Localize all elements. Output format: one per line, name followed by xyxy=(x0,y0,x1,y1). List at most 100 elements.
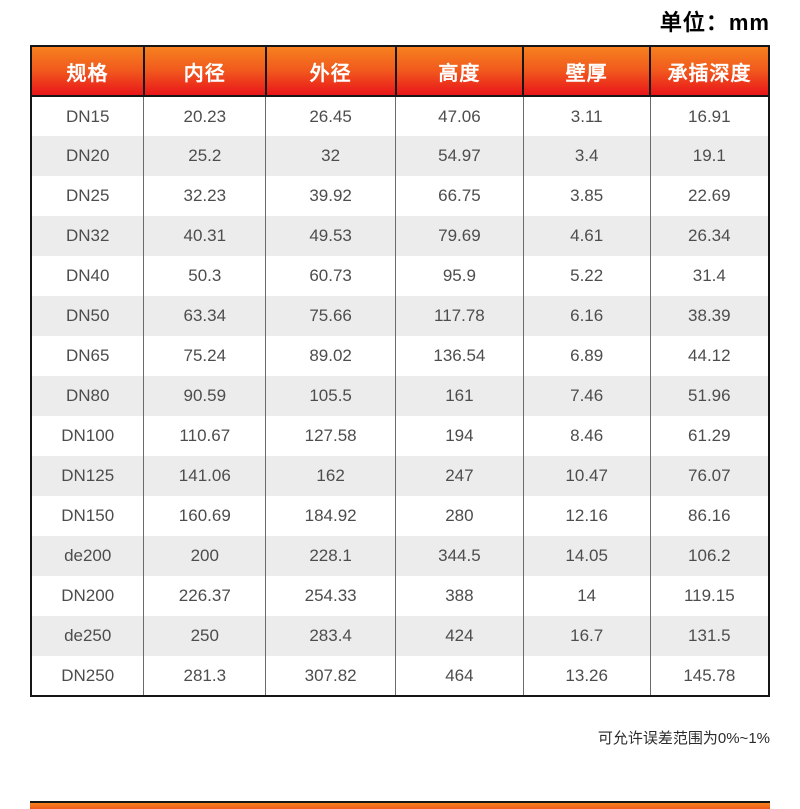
table-header-cell: 承插深度 xyxy=(649,45,770,97)
value-cell: 20.23 xyxy=(143,96,267,136)
value-cell: 464 xyxy=(395,656,524,697)
spec-cell: DN125 xyxy=(30,456,145,496)
value-cell: 6.16 xyxy=(522,296,651,336)
value-cell: 228.1 xyxy=(265,536,397,576)
value-cell: 194 xyxy=(395,416,524,456)
table-row: de250 250 283.4 424 16.7 131.5 xyxy=(30,616,770,656)
value-cell: 90.59 xyxy=(143,376,267,416)
table-row: DN100 110.67 127.58 194 8.46 61.29 xyxy=(30,416,770,456)
value-cell: 184.92 xyxy=(265,496,397,536)
table-header-row: 规格 内径 外径 高度 壁厚 承插深度 xyxy=(30,45,770,97)
value-cell: 19.1 xyxy=(649,136,770,176)
value-cell: 3.4 xyxy=(522,136,651,176)
table-row: DN150 160.69 184.92 280 12.16 86.16 xyxy=(30,496,770,536)
value-cell: 3.85 xyxy=(522,176,651,216)
spec-cell: DN80 xyxy=(30,376,145,416)
table-row: DN125 141.06 162 247 10.47 76.07 xyxy=(30,456,770,496)
table-row: DN40 50.3 60.73 95.9 5.22 31.4 xyxy=(30,256,770,296)
value-cell: 117.78 xyxy=(395,296,524,336)
spec-cell: DN65 xyxy=(30,336,145,376)
spec-cell: DN150 xyxy=(30,496,145,536)
value-cell: 60.73 xyxy=(265,256,397,296)
spec-cell: DN32 xyxy=(30,216,145,256)
value-cell: 106.2 xyxy=(649,536,770,576)
value-cell: 32.23 xyxy=(143,176,267,216)
table-body: DN15 20.23 26.45 47.06 3.11 16.91 DN20 25.2 32 54… xyxy=(30,96,770,697)
table-row: DN32 40.31 49.53 79.69 4.61 26.34 xyxy=(30,216,770,256)
value-cell: 51.96 xyxy=(649,376,770,416)
value-cell: 281.3 xyxy=(143,656,267,697)
value-cell: 136.54 xyxy=(395,336,524,376)
table-row: DN200 226.37 254.33 388 14 119.15 xyxy=(30,576,770,616)
spec-cell: DN20 xyxy=(30,136,145,176)
value-cell: 226.37 xyxy=(143,576,267,616)
value-cell: 105.5 xyxy=(265,376,397,416)
spec-cell: DN100 xyxy=(30,416,145,456)
value-cell: 89.02 xyxy=(265,336,397,376)
spec-cell: DN25 xyxy=(30,176,145,216)
value-cell: 40.31 xyxy=(143,216,267,256)
value-cell: 75.66 xyxy=(265,296,397,336)
value-cell: 25.2 xyxy=(143,136,267,176)
value-cell: 75.24 xyxy=(143,336,267,376)
value-cell: 54.97 xyxy=(395,136,524,176)
value-cell: 200 xyxy=(143,536,267,576)
value-cell: 10.47 xyxy=(522,456,651,496)
table-header-cell: 规格 xyxy=(30,45,145,97)
value-cell: 307.82 xyxy=(265,656,397,697)
value-cell: 145.78 xyxy=(649,656,770,697)
spec-cell: de200 xyxy=(30,536,145,576)
value-cell: 22.69 xyxy=(649,176,770,216)
table-row: DN15 20.23 26.45 47.06 3.11 16.91 xyxy=(30,96,770,136)
cropped-next-table-header-edge xyxy=(30,801,770,809)
spec-cell: DN50 xyxy=(30,296,145,336)
pipe-spec-table: 规格 内径 外径 高度 壁厚 承插深度 DN15 20.23 26.45 47.06 3.11 16… xyxy=(30,45,770,697)
value-cell: 38.39 xyxy=(649,296,770,336)
value-cell: 16.91 xyxy=(649,96,770,136)
table-row: DN65 75.24 89.02 136.54 6.89 44.12 xyxy=(30,336,770,376)
table-row: DN250 281.3 307.82 464 13.26 145.78 xyxy=(30,656,770,697)
value-cell: 4.61 xyxy=(522,216,651,256)
table-row: DN80 90.59 105.5 161 7.46 51.96 xyxy=(30,376,770,416)
value-cell: 247 xyxy=(395,456,524,496)
value-cell: 161 xyxy=(395,376,524,416)
unit-label: 单位：mm xyxy=(659,10,770,35)
value-cell: 160.69 xyxy=(143,496,267,536)
value-cell: 280 xyxy=(395,496,524,536)
value-cell: 6.89 xyxy=(522,336,651,376)
value-cell: 424 xyxy=(395,616,524,656)
value-cell: 66.75 xyxy=(395,176,524,216)
value-cell: 7.46 xyxy=(522,376,651,416)
value-cell: 131.5 xyxy=(649,616,770,656)
table-header-cell: 内径 xyxy=(142,45,267,97)
table-row: DN25 32.23 39.92 66.75 3.85 22.69 xyxy=(30,176,770,216)
spec-cell: DN200 xyxy=(30,576,145,616)
value-cell: 14.05 xyxy=(522,536,651,576)
spec-cell: de250 xyxy=(30,616,145,656)
value-cell: 12.16 xyxy=(522,496,651,536)
value-cell: 63.34 xyxy=(143,296,267,336)
value-cell: 344.5 xyxy=(395,536,524,576)
value-cell: 47.06 xyxy=(395,96,524,136)
value-cell: 61.29 xyxy=(649,416,770,456)
value-cell: 76.07 xyxy=(649,456,770,496)
value-cell: 141.06 xyxy=(143,456,267,496)
value-cell: 250 xyxy=(143,616,267,656)
value-cell: 49.53 xyxy=(265,216,397,256)
value-cell: 50.3 xyxy=(143,256,267,296)
value-cell: 3.11 xyxy=(522,96,651,136)
spec-cell: DN15 xyxy=(30,96,145,136)
value-cell: 32 xyxy=(265,136,397,176)
table-row: de200 200 228.1 344.5 14.05 106.2 xyxy=(30,536,770,576)
table-row: DN20 25.2 32 54.97 3.4 19.1 xyxy=(30,136,770,176)
value-cell: 388 xyxy=(395,576,524,616)
value-cell: 31.4 xyxy=(649,256,770,296)
value-cell: 44.12 xyxy=(649,336,770,376)
spec-cell: DN40 xyxy=(30,256,145,296)
spec-cell: DN250 xyxy=(30,656,145,697)
value-cell: 79.69 xyxy=(395,216,524,256)
value-cell: 39.92 xyxy=(265,176,397,216)
value-cell: 110.67 xyxy=(143,416,267,456)
value-cell: 26.34 xyxy=(649,216,770,256)
